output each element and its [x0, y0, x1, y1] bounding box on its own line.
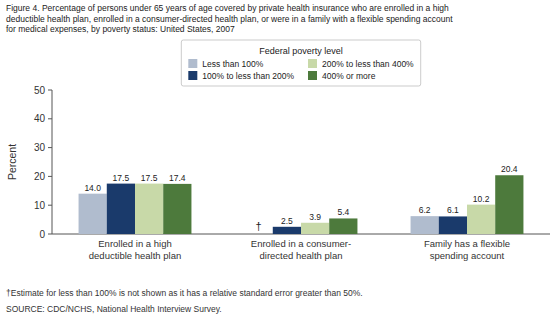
data-label: 3.9: [309, 212, 321, 222]
x-tick-label-line: Enrolled in a consumer-: [251, 238, 351, 249]
y-tick: [48, 147, 52, 148]
x-tick-label: Family has a flexiblespending account: [424, 238, 510, 261]
y-axis-label: Percent: [6, 144, 18, 180]
missing-marker: †: [256, 220, 262, 232]
bar: [495, 175, 523, 234]
data-label: 14.0: [84, 183, 101, 193]
legend-swatch: [308, 59, 317, 68]
x-tick-label-line: Family has a flexible: [424, 238, 510, 249]
data-label: 17.4: [169, 173, 186, 183]
data-label: 20.4: [501, 164, 518, 174]
legend-title: Federal poverty level: [259, 46, 343, 56]
y-tick-label: 0: [39, 229, 45, 240]
x-tick-label: Enrolled in a highdeductible health plan: [89, 238, 181, 261]
y-tick: [48, 176, 52, 177]
data-label: 17.5: [113, 173, 130, 183]
bar: [163, 184, 191, 234]
title: Figure 4. Percentage of persons under 65…: [6, 3, 453, 34]
bar: [467, 205, 495, 234]
y-axis: 0 10 20 30 40 50: [34, 85, 52, 240]
bars: [79, 175, 524, 234]
y-tick: [48, 205, 52, 206]
x-tick-label-line: directed health plan: [260, 250, 343, 261]
legend-label: 400% or more: [322, 71, 376, 81]
bar: [439, 216, 467, 234]
data-label: 6.1: [447, 205, 459, 215]
data-labels: 14.0 17.5 17.5 17.4 † 2.5 3.9 5.4 6.2 6.1 10.2 20.4: [84, 164, 517, 232]
title-line: Figure 4. Percentage of persons under 65…: [6, 3, 449, 13]
bar: [135, 184, 163, 234]
y-tick: [48, 118, 52, 119]
data-label: 10.2: [473, 194, 490, 204]
bar: [329, 218, 357, 234]
x-tick-label-line: Enrolled in a high: [98, 238, 171, 249]
y-axis-line: [52, 90, 53, 234]
legend-label: Less than 100%: [202, 59, 263, 69]
x-tick-label-line: spending account: [430, 250, 505, 261]
y-tick: [48, 90, 52, 91]
legend-frame: [181, 40, 420, 86]
bar: [301, 223, 329, 234]
data-label: 2.5: [281, 216, 293, 226]
footnote: †Estimate for less than 100% is not show…: [6, 288, 363, 298]
source: SOURCE: CDC/NCHS, National Health Interv…: [6, 304, 222, 314]
y-tick: [48, 234, 52, 235]
data-label: 5.4: [337, 207, 349, 217]
bar: [273, 227, 301, 234]
legend-label: 200% to less than 400%: [322, 59, 414, 69]
y-tick-label: 30: [34, 142, 46, 153]
bar: [411, 216, 439, 234]
x-tick-label: Enrolled in a consumer-directed health p…: [251, 238, 351, 261]
y-tick-label: 40: [34, 113, 46, 124]
title-line: for medical expenses, by poverty status:…: [6, 24, 235, 34]
y-tick-label: 20: [34, 171, 46, 182]
bar: [79, 194, 107, 234]
legend-swatch: [308, 71, 317, 80]
chart: Figure 4. Percentage of persons under 65…: [0, 0, 560, 324]
y-tick-label: 10: [34, 200, 46, 211]
data-label: 6.2: [419, 205, 431, 215]
legend-swatch: [188, 71, 197, 80]
x-tick-label-line: deductible health plan: [89, 250, 181, 261]
legend-swatch: [188, 59, 197, 68]
y-tick-label: 50: [34, 85, 46, 96]
data-label: 17.5: [141, 173, 158, 183]
bar: [107, 184, 135, 234]
legend-label: 100% to less than 200%: [202, 71, 294, 81]
legend: Federal poverty level Less than 100% 100% …: [181, 40, 420, 86]
title-line: deductible health plan, enrolled in a co…: [6, 14, 453, 24]
